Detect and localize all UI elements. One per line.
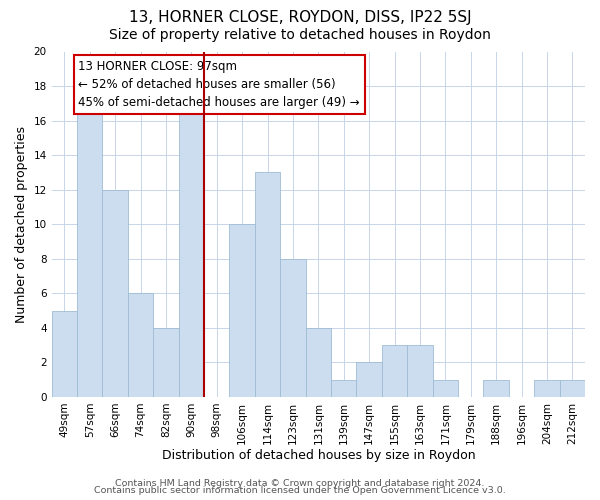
Bar [280,259,305,397]
Bar [331,380,356,397]
Bar [356,362,382,397]
Bar [52,310,77,397]
Bar [382,345,407,397]
Bar [103,190,128,397]
Bar [179,104,204,397]
Bar [229,224,255,397]
Bar [407,345,433,397]
Bar [153,328,179,397]
Text: Size of property relative to detached houses in Roydon: Size of property relative to detached ho… [109,28,491,42]
X-axis label: Distribution of detached houses by size in Roydon: Distribution of detached houses by size … [161,450,475,462]
Bar [484,380,509,397]
Bar [560,380,585,397]
Bar [433,380,458,397]
Bar [128,294,153,397]
Text: 13, HORNER CLOSE, ROYDON, DISS, IP22 5SJ: 13, HORNER CLOSE, ROYDON, DISS, IP22 5SJ [128,10,472,25]
Bar [77,104,103,397]
Text: Contains public sector information licensed under the Open Government Licence v3: Contains public sector information licen… [94,486,506,495]
Bar [255,172,280,397]
Text: Contains HM Land Registry data © Crown copyright and database right 2024.: Contains HM Land Registry data © Crown c… [115,478,485,488]
Bar [534,380,560,397]
Text: 13 HORNER CLOSE: 97sqm
← 52% of detached houses are smaller (56)
45% of semi-det: 13 HORNER CLOSE: 97sqm ← 52% of detached… [79,60,360,109]
Y-axis label: Number of detached properties: Number of detached properties [15,126,28,322]
Bar [305,328,331,397]
